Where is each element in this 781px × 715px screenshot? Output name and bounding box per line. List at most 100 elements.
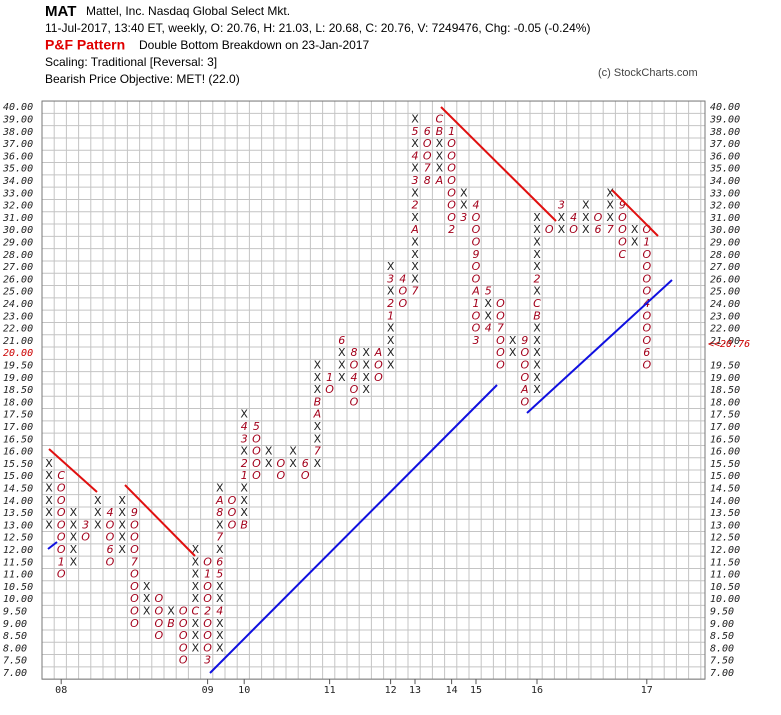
box-x: X bbox=[436, 137, 444, 150]
y-tick-label: 13.00 bbox=[3, 520, 33, 531]
pattern: Double Bottom Breakdown on 23-Jan-2017 bbox=[139, 38, 369, 52]
box-o: O bbox=[203, 592, 212, 605]
y-tick-label: 10.00 bbox=[3, 594, 33, 605]
box-x: X bbox=[582, 223, 590, 236]
month-marker: C bbox=[192, 605, 200, 618]
box-x: X bbox=[70, 518, 78, 531]
last-price-label: <<20.76 bbox=[708, 339, 750, 350]
box-x: X bbox=[216, 629, 224, 642]
box-x: X bbox=[460, 199, 468, 212]
box-o: O bbox=[57, 531, 66, 544]
box-x: X bbox=[314, 432, 322, 445]
box-o: O bbox=[398, 297, 407, 310]
y-tick-label-right: 33.00 bbox=[709, 188, 740, 199]
y-tick-label: 17.00 bbox=[3, 422, 33, 433]
box-o: O bbox=[57, 494, 66, 507]
month-marker: 5 bbox=[485, 285, 492, 298]
box-x: X bbox=[606, 199, 614, 212]
y-tick-label-right: 11.50 bbox=[710, 557, 740, 568]
month-marker: 4 bbox=[570, 211, 577, 224]
box-o: O bbox=[203, 580, 212, 593]
box-x: X bbox=[118, 494, 126, 507]
y-tick-label: 17.50 bbox=[3, 410, 33, 421]
y-tick-label-right: 7.00 bbox=[710, 668, 734, 679]
month-marker: C bbox=[533, 297, 541, 310]
box-x: X bbox=[240, 506, 248, 519]
month-marker: B bbox=[314, 395, 322, 408]
box-o: O bbox=[57, 482, 66, 495]
box-o: O bbox=[154, 617, 163, 630]
box-o: O bbox=[642, 285, 651, 298]
box-x: X bbox=[240, 482, 248, 495]
month-marker: 6 bbox=[107, 543, 114, 556]
box-x: X bbox=[118, 506, 126, 519]
month-marker: 2 bbox=[534, 272, 541, 285]
box-o: O bbox=[447, 137, 456, 150]
month-marker: 5 bbox=[412, 125, 419, 138]
month-marker: 2 bbox=[412, 199, 419, 212]
y-tick-label-right: 35.00 bbox=[709, 164, 740, 175]
box-o: O bbox=[642, 248, 651, 261]
box-o: O bbox=[154, 592, 163, 605]
month-marker: A bbox=[313, 408, 322, 421]
box-x: X bbox=[70, 506, 78, 519]
box-o: O bbox=[350, 383, 359, 396]
x-tick-label: 14 bbox=[446, 685, 458, 696]
y-tick-label-right: 22.00 bbox=[710, 324, 740, 335]
box-x: X bbox=[387, 285, 395, 298]
y-tick-label: 14.50 bbox=[3, 484, 33, 495]
box-x: X bbox=[533, 371, 541, 384]
pattern-label: P&F Pattern bbox=[45, 37, 125, 53]
month-marker: 4 bbox=[485, 322, 492, 335]
box-o: O bbox=[130, 592, 139, 605]
box-o: O bbox=[594, 211, 603, 224]
y-tick-label: 27.00 bbox=[3, 262, 33, 273]
box-x: X bbox=[411, 113, 419, 126]
y-tick-label: 33.00 bbox=[2, 188, 33, 199]
y-tick-label-right: 29.00 bbox=[710, 238, 740, 249]
box-x: X bbox=[240, 494, 248, 507]
month-marker: 4 bbox=[399, 272, 406, 285]
box-x: X bbox=[216, 617, 224, 630]
box-x: X bbox=[314, 383, 322, 396]
credit: (c) StockCharts.com bbox=[598, 67, 698, 79]
month-marker: 9 bbox=[521, 334, 528, 347]
box-o: O bbox=[374, 359, 383, 372]
y-tick-label: 7.50 bbox=[3, 656, 27, 667]
box-x: X bbox=[192, 555, 200, 568]
box-o: O bbox=[130, 531, 139, 544]
month-marker: 4 bbox=[473, 199, 480, 212]
box-x: X bbox=[411, 162, 419, 175]
box-o: O bbox=[130, 605, 139, 618]
box-o: O bbox=[228, 494, 237, 507]
box-o: O bbox=[106, 518, 115, 531]
y-tick-label-right: 15.00 bbox=[710, 471, 740, 482]
box-x: X bbox=[94, 494, 102, 507]
month-marker: 2 bbox=[387, 297, 394, 310]
y-tick-label: 24.00 bbox=[3, 299, 33, 310]
box-o: O bbox=[228, 518, 237, 531]
month-marker: 4 bbox=[241, 420, 248, 433]
box-o: O bbox=[130, 568, 139, 581]
month-marker: 1 bbox=[241, 469, 248, 482]
box-o: O bbox=[472, 260, 481, 273]
box-x: X bbox=[582, 199, 590, 212]
y-tick-label: 37.00 bbox=[2, 139, 33, 150]
box-o: O bbox=[618, 236, 627, 249]
resistance-line bbox=[611, 189, 659, 237]
resistance-line bbox=[124, 484, 196, 557]
box-x: X bbox=[192, 629, 200, 642]
box-x: X bbox=[45, 494, 53, 507]
month-marker: 1 bbox=[387, 309, 394, 322]
box-o: O bbox=[130, 543, 139, 556]
x-tick-label: 13 bbox=[409, 685, 421, 696]
box-o: O bbox=[520, 395, 529, 408]
box-o: O bbox=[350, 395, 359, 408]
box-x: X bbox=[192, 568, 200, 581]
box-o: O bbox=[520, 359, 529, 372]
box-o: O bbox=[447, 162, 456, 175]
box-o: O bbox=[496, 309, 505, 322]
box-x: X bbox=[338, 371, 346, 384]
box-o: O bbox=[545, 223, 554, 236]
box-x: X bbox=[533, 248, 541, 261]
